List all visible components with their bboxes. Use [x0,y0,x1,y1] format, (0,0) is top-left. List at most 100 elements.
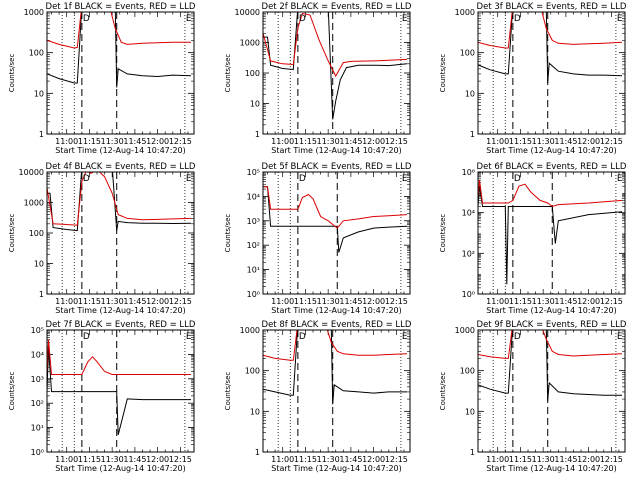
x-tick-label: 12:00 [146,297,169,306]
x-tick-label: 11:45 [123,297,146,306]
plot-frame [477,11,626,135]
y-tick-label: 10 [34,89,44,98]
chart-panel-6: 10⁰ 10² 10⁴ 10⁶ 11:00 11:15 11:30 11:45 12:00 12:… [439,162,627,315]
x-tick-label: 12:00 [362,455,385,464]
events-series-line [47,12,192,88]
x-tick-label: 11:00 [55,297,78,306]
marker-label-d: D [299,332,306,342]
y-tick-label: 10⁴ [31,350,44,359]
y-tick-label: 10³ [31,375,44,384]
events-series-line [47,172,192,232]
y-tick-label: 10⁰ [462,290,475,299]
lld-series-line [478,12,623,49]
y-tick-label: 1000 [24,8,44,17]
marker-label-e: E [617,14,623,24]
x-axis-label: Start Time (12-Aug-14 10:47:20) [55,146,186,155]
x-axis-label: Start Time (12-Aug-14 10:47:20) [55,464,186,473]
y-tick-label: 1 [39,290,44,299]
plot-frame [262,171,411,295]
x-tick-label: 11:45 [339,137,362,146]
y-tick-label: 1 [255,130,260,139]
chart-title: Det 2f BLACK = Events, RED = LLD [262,2,412,12]
x-tick-label: 11:15 [78,455,101,464]
marker-label-e: E [617,332,623,342]
y-axis-label: Counts/sec [8,54,16,93]
y-tick-label: 10¹ [247,266,260,275]
x-tick-label: 11:15 [78,297,101,306]
x-tick-label: 11:45 [554,455,577,464]
lld-series-line [47,172,192,226]
x-tick-label: 12:15 [169,137,192,146]
x-tick-label: 12:15 [169,455,192,464]
events-series-line [47,347,191,436]
y-tick-label: 1000 [455,326,475,335]
y-axis-label: Counts/sec [224,372,232,411]
chart-title: Det 7f BLACK = Events, RED = LLD [46,320,196,330]
chart-panel-1: 1 10 100 1000 11:00 11:15 11:30 11:45 12:00 12:15… [8,2,196,155]
y-tick-label: 1000 [240,39,260,48]
y-tick-label: 1000 [24,199,44,208]
plot-frame [262,11,411,135]
marker-label-d: D [83,174,90,184]
marker-label-e: E [186,174,192,184]
chart-panel-4: 1 10 100 1000 10000 11:00 11:15 11:30 11:45 12:00… [8,162,196,315]
lld-series-line [263,330,408,361]
x-tick-label: 11:15 [509,455,532,464]
y-tick-label: 10⁴ [462,209,475,218]
y-tick-label: 10¹ [31,424,44,433]
y-axis-label: Counts/sec [439,54,447,93]
x-tick-label: 11:15 [78,137,101,146]
x-tick-label: 11:00 [55,137,78,146]
y-axis-label: Counts/sec [8,214,16,253]
events-series-line [263,12,408,120]
x-tick-label: 11:30 [101,455,124,464]
x-tick-label: 11:00 [486,455,509,464]
y-tick-label: 1 [470,130,475,139]
marker-label-e: E [402,332,408,342]
x-tick-label: 12:00 [577,297,600,306]
x-tick-label: 11:30 [532,137,555,146]
chart-panel-8: 1 10 100 1000 11:00 11:15 11:30 11:45 12:00 12:15… [224,320,412,473]
y-axis-label: Counts/sec [439,214,447,253]
y-tick-label: 10 [465,407,475,416]
x-tick-label: 11:45 [554,137,577,146]
marker-label-e: E [617,174,623,184]
x-tick-label: 11:30 [317,297,340,306]
plot-frame [46,11,195,135]
y-tick-label: 10 [250,100,260,109]
marker-label-d: D [299,14,306,24]
x-tick-label: 11:15 [294,455,317,464]
x-tick-label: 12:00 [577,137,600,146]
x-tick-label: 11:45 [123,137,146,146]
events-series-line [478,330,622,402]
x-tick-label: 11:15 [509,297,532,306]
lld-series-line [263,186,408,229]
x-tick-label: 11:30 [317,137,340,146]
x-tick-label: 11:00 [486,137,509,146]
x-tick-label: 12:15 [385,297,408,306]
y-tick-label: 10000 [19,168,44,177]
plot-frame [477,171,626,295]
y-tick-label: 10⁴ [247,192,260,201]
y-tick-label: 100 [29,49,44,58]
x-tick-label: 12:15 [600,297,623,306]
y-tick-label: 1000 [240,326,260,335]
x-tick-label: 12:00 [577,455,600,464]
y-tick-label: 100 [460,49,475,58]
x-axis-label: Start Time (12-Aug-14 10:47:20) [271,464,402,473]
marker-label-d: D [83,332,90,342]
lld-series-line [47,12,191,49]
y-axis-label: Counts/sec [224,54,232,93]
x-axis-label: Start Time (12-Aug-14 10:47:20) [486,464,617,473]
x-axis-label: Start Time (12-Aug-14 10:47:20) [55,306,186,315]
events-series-line [263,186,408,253]
y-axis-label: Counts/sec [224,214,232,253]
y-tick-label: 10 [465,89,475,98]
x-tick-label: 11:15 [294,137,317,146]
y-tick-label: 1 [470,448,475,457]
x-tick-label: 11:45 [554,297,577,306]
x-tick-label: 11:00 [271,455,294,464]
